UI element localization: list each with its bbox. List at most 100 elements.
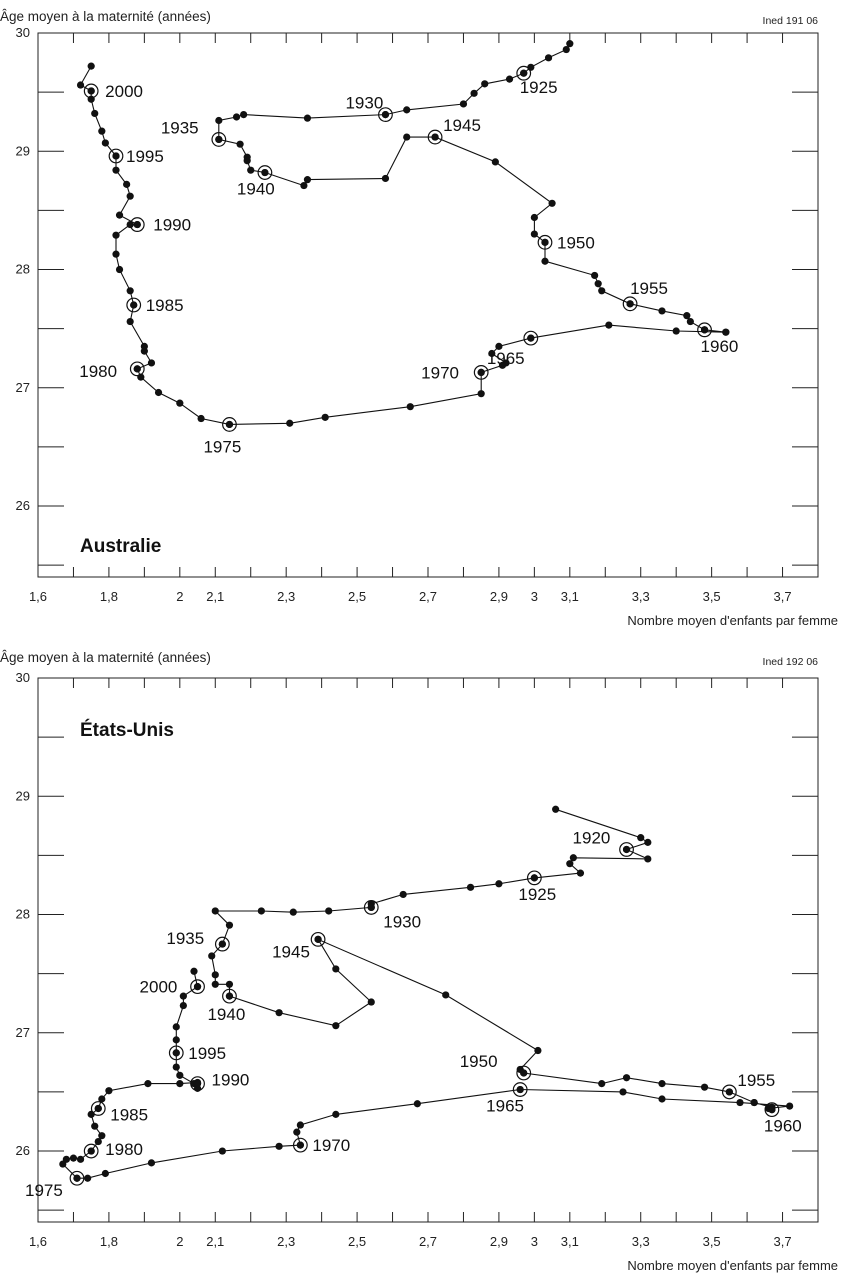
data-point [594, 280, 602, 288]
data-point [211, 980, 219, 988]
x-axis-title: Nombre moyen d'enfants par femme [627, 613, 838, 628]
chart-panel-1: Âge moyen à la maternité (années) Ined 19… [0, 9, 838, 628]
data-point [406, 403, 414, 411]
data-point [722, 328, 730, 336]
year-markers: 1925 1930 1935 1940 1945 1950 1955 1960 1965 1970… [79, 65, 738, 456]
data-point [62, 1155, 70, 1163]
year-marker-point [520, 1069, 528, 1077]
data-point [321, 413, 329, 421]
year-marker-ring [222, 988, 237, 1004]
data-point [686, 317, 694, 326]
series-line [62, 808, 790, 1179]
data-point [700, 1083, 709, 1091]
data-point [144, 1080, 152, 1088]
year-marker-ring [214, 936, 230, 952]
country-label: États-Unis [80, 719, 174, 741]
year-label: 1925 [518, 885, 556, 904]
source-label: Ined 191 06 [763, 15, 819, 27]
x-tick-label: 1,8 [100, 589, 118, 604]
data-point [530, 230, 538, 238]
data-point [325, 907, 333, 915]
x-tick-label: 2,1 [206, 589, 224, 604]
data-point [87, 62, 95, 70]
year-marker-ring [257, 165, 273, 180]
year-markers: 1920 1925 1930 1935 1940 1945 1950 1955 1960 1965… [25, 828, 802, 1200]
data-point [179, 992, 187, 1000]
data-point [76, 81, 85, 89]
year-label: 1940 [237, 180, 275, 199]
data-point [413, 1100, 421, 1108]
year-marker-point [314, 935, 322, 943]
data-point [197, 414, 205, 423]
x-tick-label: 3 [531, 589, 538, 604]
year-label: 1950 [557, 233, 595, 252]
year-marker-ring [764, 1102, 780, 1118]
data-point [470, 89, 478, 97]
x-tick-label: 3 [531, 1234, 538, 1249]
data-point [112, 250, 120, 258]
year-marker-ring [378, 107, 393, 122]
data-point [296, 1121, 304, 1129]
data-point [247, 166, 255, 174]
data-point [541, 257, 549, 265]
year-marker-ring [190, 1076, 205, 1092]
x-tick-label: 2,9 [490, 1234, 508, 1249]
y-tick-label: 27 [16, 1025, 30, 1040]
x-tick-label: 3,1 [561, 1234, 579, 1249]
data-point [527, 63, 535, 71]
y-tick-label: 28 [16, 262, 30, 277]
x-tick-label: 3,7 [774, 1234, 792, 1249]
data-point [232, 113, 241, 121]
axis-ticks [38, 33, 818, 577]
year-label: 2000 [105, 82, 143, 101]
y-tick-label: 29 [16, 143, 30, 158]
year-marker-point [367, 903, 375, 912]
data-point [98, 1132, 106, 1140]
year-marker-point [622, 845, 631, 854]
data-point [381, 174, 390, 183]
year-marker-point [112, 152, 120, 160]
data-point [275, 1142, 283, 1150]
year-marker-point [73, 1174, 81, 1182]
year-marker-point [768, 1106, 776, 1114]
data-point [208, 952, 216, 960]
data-point [530, 213, 538, 222]
data-point [750, 1098, 758, 1107]
data-point [147, 359, 156, 367]
year-label: 1970 [421, 363, 459, 382]
year-marker-ring [721, 1084, 737, 1100]
data-point [218, 1147, 226, 1155]
x-tick-label: 2,7 [419, 1234, 437, 1249]
y-axis-title: Âge moyen à la maternité (années) [0, 9, 211, 24]
data-point [466, 883, 475, 891]
data-point [477, 390, 485, 398]
data-point [275, 1009, 283, 1017]
year-label: 1995 [126, 147, 164, 166]
year-marker-point [130, 301, 138, 309]
year-marker-point [261, 168, 269, 177]
year-marker-ring [90, 1101, 106, 1116]
data-point [225, 980, 234, 988]
year-marker-point [520, 69, 528, 77]
data-point [289, 908, 297, 916]
data-point [605, 321, 613, 329]
year-marker-point [94, 1104, 102, 1113]
data-point [622, 1074, 631, 1082]
year-marker-point [218, 940, 226, 948]
year-label: 1960 [764, 1117, 802, 1136]
data-point [552, 805, 560, 813]
data-point [69, 1154, 78, 1162]
data-point [172, 1036, 180, 1044]
year-label: 2000 [140, 978, 178, 997]
x-tick-label: 3,3 [632, 1234, 650, 1249]
year-label: 1945 [272, 942, 310, 961]
year-label: 1980 [79, 362, 117, 381]
year-marker-ring [427, 129, 443, 145]
x-tick-label: 1,6 [29, 1234, 47, 1249]
data-point [569, 854, 577, 862]
y-tick-label: 26 [16, 498, 30, 513]
data-point [619, 1088, 627, 1096]
year-marker-point [296, 1141, 304, 1149]
data-point [236, 140, 244, 148]
